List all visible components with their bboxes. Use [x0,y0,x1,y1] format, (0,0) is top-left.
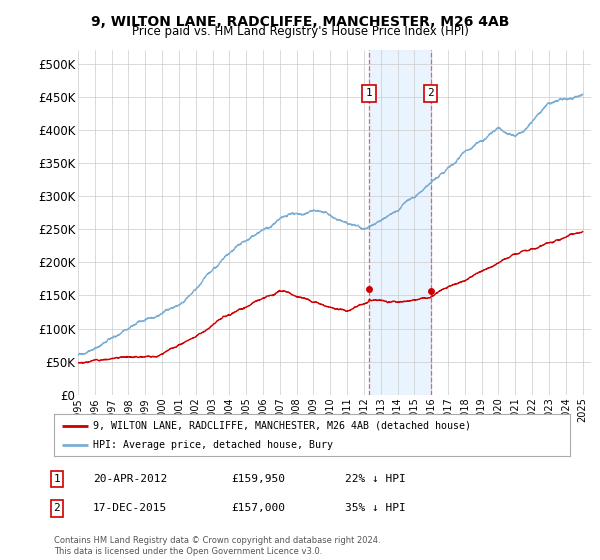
Text: 2: 2 [53,503,61,514]
Text: £157,000: £157,000 [231,503,285,514]
Text: 20-APR-2012: 20-APR-2012 [93,474,167,484]
Text: 2: 2 [427,88,434,99]
Text: HPI: Average price, detached house, Bury: HPI: Average price, detached house, Bury [92,440,332,450]
Text: 17-DEC-2015: 17-DEC-2015 [93,503,167,514]
Bar [369,50,431,395]
Text: Contains HM Land Registry data © Crown copyright and database right 2024.
This d: Contains HM Land Registry data © Crown c… [54,536,380,556]
Text: 9, WILTON LANE, RADCLIFFE, MANCHESTER, M26 4AB: 9, WILTON LANE, RADCLIFFE, MANCHESTER, M… [91,15,509,29]
Text: £159,950: £159,950 [231,474,285,484]
Text: 1: 1 [53,474,61,484]
Text: 9, WILTON LANE, RADCLIFFE, MANCHESTER, M26 4AB (detached house): 9, WILTON LANE, RADCLIFFE, MANCHESTER, M… [92,421,471,431]
Text: 22% ↓ HPI: 22% ↓ HPI [345,474,406,484]
Text: Price paid vs. HM Land Registry's House Price Index (HPI): Price paid vs. HM Land Registry's House … [131,25,469,38]
Text: 35% ↓ HPI: 35% ↓ HPI [345,503,406,514]
Text: 1: 1 [365,88,373,99]
